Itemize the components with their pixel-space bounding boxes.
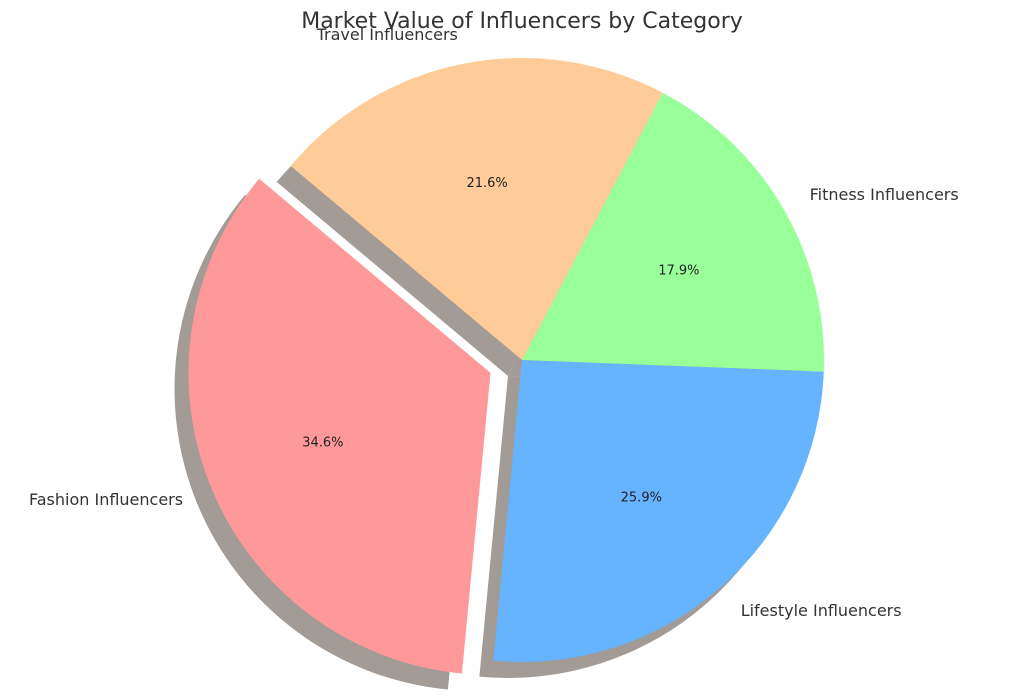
slice-percent-label: 34.6% — [302, 436, 343, 451]
slice-label: Lifestyle Influencers — [741, 601, 902, 620]
slice-label: Fitness Influencers — [810, 185, 959, 204]
pie-slice-fitness-influencers — [522, 92, 825, 372]
slice-percent-label: 21.6% — [466, 176, 507, 191]
slice-label: Fashion Influencers — [29, 490, 183, 509]
pie-slice-lifestyle-influencers — [493, 360, 824, 663]
chart-title: Market Value of Influencers by Category — [301, 9, 743, 34]
slice-labels: Fashion Influencers 34.6% Lifestyle Influe… — [29, 25, 959, 620]
slice-percent-label: 17.9% — [658, 263, 699, 278]
slice-percent-label: 25.9% — [621, 490, 662, 505]
slice-label: Travel Influencers — [316, 25, 458, 44]
pie-slices — [188, 58, 825, 674]
pie-slice-travel-influencers — [290, 58, 663, 361]
pie-slice-fashion-influencers — [188, 178, 491, 674]
